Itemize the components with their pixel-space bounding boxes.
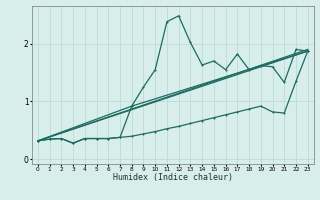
X-axis label: Humidex (Indice chaleur): Humidex (Indice chaleur) (113, 173, 233, 182)
